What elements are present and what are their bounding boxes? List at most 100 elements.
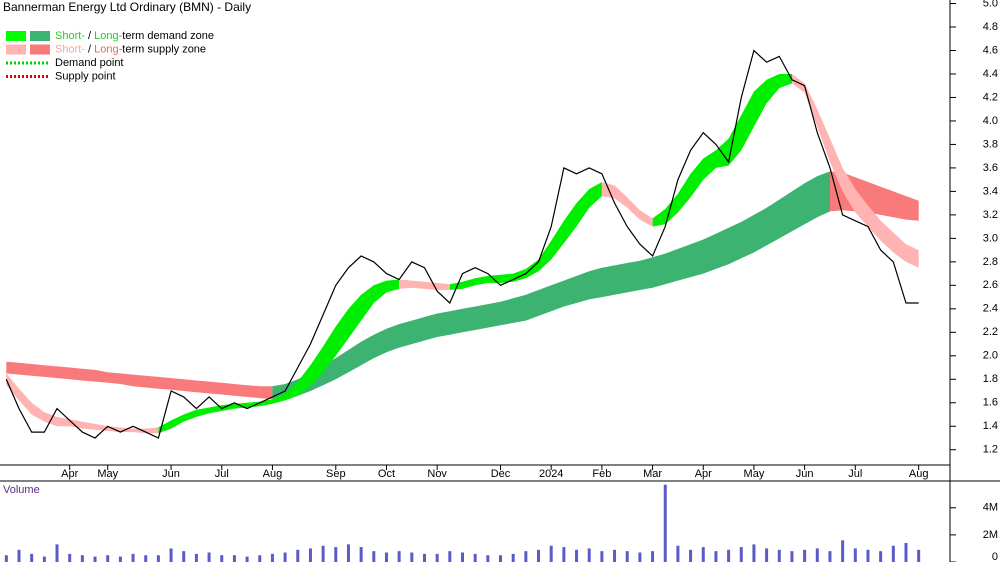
volume-bar (435, 553, 439, 562)
volume-bar (904, 543, 908, 562)
volume-bar (727, 549, 731, 562)
volume-bar (30, 553, 34, 562)
volume-bar (169, 548, 173, 562)
x-tick-label: May (744, 468, 765, 480)
volume-bar (853, 548, 857, 562)
y-tick-label: 1.6 (983, 397, 998, 409)
volume-bar (220, 555, 224, 562)
volume-bar (68, 553, 72, 562)
legend-swatch (6, 31, 26, 41)
price (5, 49, 919, 439)
volume-bar (283, 552, 287, 562)
y-tick-label: 4.2 (983, 91, 998, 103)
zone-band (399, 279, 450, 290)
volume-bar (308, 548, 312, 562)
legend-text: Long- (94, 30, 122, 42)
x-tick-label: Jun (796, 468, 814, 480)
volume-bar (752, 544, 756, 562)
zone-band (158, 279, 400, 434)
legend-label: Demand point (55, 57, 124, 69)
volume-bar (562, 547, 566, 562)
x-tick-label: Jul (215, 468, 229, 480)
volume-bar (651, 551, 655, 562)
volume-bar (118, 556, 122, 562)
y-tick-label: 2.4 (983, 303, 998, 315)
volume-bar (422, 553, 426, 562)
y-tick-label: 2M (983, 529, 998, 541)
legend-label: Short- / Long-term supply zone (55, 43, 206, 55)
volume-bar (384, 552, 388, 562)
legend-swatch (30, 44, 50, 55)
y-tick-label: 1.4 (983, 420, 998, 432)
volume-bar (473, 553, 477, 562)
x-tick-label: Mar (643, 468, 662, 480)
zone-band (830, 171, 919, 221)
volume-bar (524, 551, 528, 562)
x-tick-label: May (97, 468, 118, 480)
volume-bar (828, 551, 832, 562)
legend-label: Short- / Long-term demand zone (55, 30, 214, 42)
volume-bar (4, 555, 8, 562)
y-tick-label: 3.6 (983, 162, 998, 174)
volume-bar (334, 547, 338, 562)
legend-text: Demand point (55, 57, 124, 69)
x-tick-label: Dec (491, 468, 511, 480)
volume-bar (815, 548, 819, 562)
volume-bar (739, 547, 743, 562)
zone-band (272, 171, 830, 400)
volume-bar (80, 555, 84, 562)
volume-bar (777, 549, 781, 562)
x-tick-label: Jul (848, 468, 862, 480)
volume-bar (93, 556, 97, 562)
volume-bar (587, 548, 591, 562)
volume-bar (194, 553, 198, 562)
volume-bar (106, 555, 110, 562)
y-tick-label: 3.4 (983, 185, 998, 197)
volume-panel (4, 484, 921, 562)
volume-bar (144, 555, 148, 562)
volume-bar (397, 551, 401, 562)
volume-bar (486, 555, 490, 562)
volume-bar (499, 555, 503, 562)
zone-band (652, 74, 792, 227)
volume-bar (511, 553, 515, 562)
zone-band (792, 74, 919, 268)
y-tick-label: 3.8 (983, 138, 998, 150)
volume-bar (866, 549, 870, 562)
zone-band (449, 182, 602, 290)
volume-bar (676, 545, 680, 562)
y-tick-label: 2.8 (983, 256, 998, 268)
x-tick-label: Feb (592, 468, 611, 480)
axes: 1.2 1.4 1.6 1.8 2.0 2.2 2.4 2.6 2.8 3.0 3.2 3.4 3.6 3… (61, 0, 998, 562)
volume-bar (765, 548, 769, 562)
zone-band (6, 361, 273, 400)
y-tick-label: 3.0 (983, 232, 998, 244)
y-tick-label: 5.0 (983, 0, 998, 9)
volume-bar (625, 551, 629, 562)
x-tick-label: Oct (378, 468, 395, 480)
price-line (5, 49, 919, 439)
y-tick-label: 2.6 (983, 279, 998, 291)
volume-bar (131, 553, 135, 562)
volume-bar (575, 549, 579, 562)
volume-bar (346, 544, 350, 562)
volume-bar (156, 555, 160, 562)
zone-band (6, 373, 159, 434)
volume-bar (790, 551, 794, 562)
volume-bar (549, 545, 553, 562)
volume-title: Volume (3, 484, 40, 496)
y-tick-label: 4.8 (983, 21, 998, 33)
volume-bar (689, 549, 693, 562)
volume-bar (638, 552, 642, 562)
zone-band (601, 182, 653, 227)
volume-bar (55, 544, 59, 562)
volume-bar (537, 549, 541, 562)
volume-bar (321, 545, 325, 562)
y-tick-label: 2.2 (983, 326, 998, 338)
x-tick-label: Jun (162, 468, 180, 480)
legend-label: Supply point (55, 70, 116, 82)
volume-bar (879, 551, 883, 562)
y-tick-label: 0 (992, 551, 998, 562)
